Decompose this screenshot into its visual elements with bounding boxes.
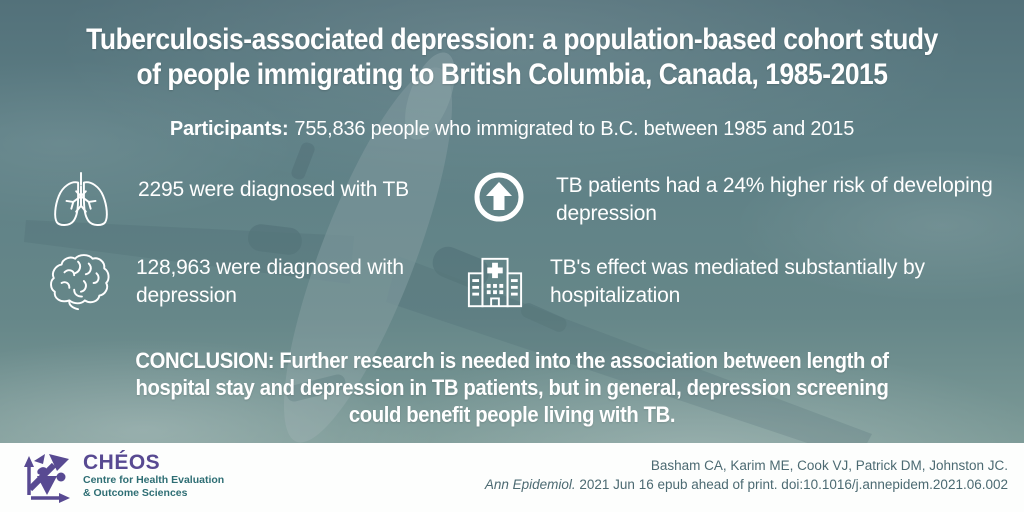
footer-bar: CHÉOS Centre for Health Evaluation & Out… xyxy=(0,443,1024,512)
conclusion-text: CONCLUSION: Further research is needed i… xyxy=(41,347,983,428)
participants-text: 755,836 people who immigrated to B.C. be… xyxy=(294,118,855,140)
cheos-logo: CHÉOS Centre for Health Evaluation & Out… xyxy=(22,449,224,510)
conclusion-line2: hospital stay and depression in TB patie… xyxy=(135,375,889,400)
citation: Basham CA, Karim ME, Cook VJ, Patrick DM… xyxy=(485,456,1008,494)
participants-line: Participants: 755,836 people who immigrat… xyxy=(0,118,1024,141)
lungs-icon xyxy=(52,170,110,235)
citation-journal: Ann Epidemiol. xyxy=(484,477,576,492)
fact-tb-diagnosed: 2295 were diagnosed with TB xyxy=(52,170,488,235)
cheos-logo-name: CHÉOS xyxy=(83,451,161,474)
participants-label: Participants: xyxy=(169,118,289,140)
brain-icon xyxy=(48,252,112,317)
citation-authors: Basham CA, Karim ME, Cook VJ, Patrick DM… xyxy=(650,458,1008,473)
cheos-logo-mark-icon xyxy=(22,449,74,510)
cheos-logo-subtitle-line2: & Outcome Sciences xyxy=(83,487,188,499)
conclusion-line1: CONCLUSION: Further research is needed i… xyxy=(135,348,889,373)
arrow-up-circle-icon xyxy=(472,170,526,229)
fact-text: TB's effect was mediated substantially b… xyxy=(550,256,925,307)
page-title-line2: of people immigrating to British Columbi… xyxy=(136,58,888,91)
page-title-line1: Tuberculosis-associated depression: a po… xyxy=(86,23,938,56)
citation-details: 2021 Jun 16 epub ahead of print. doi:10.… xyxy=(575,477,1008,492)
conclusion-line3: could benefit people living with TB. xyxy=(348,402,676,427)
fact-text: 2295 were diagnosed with TB xyxy=(138,178,409,201)
cheos-logo-text: CHÉOS Centre for Health Evaluation & Out… xyxy=(83,452,224,500)
citation-reference: Ann Epidemiol. 2021 Jun 16 epub ahead of… xyxy=(485,475,1008,494)
fact-higher-risk: TB patients had a 24% higher risk of dev… xyxy=(472,170,996,229)
page-title: Tuberculosis-associated depression: a po… xyxy=(61,22,962,92)
cheos-logo-subtitle-line1: Centre for Health Evaluation xyxy=(83,474,225,486)
fact-text: 128,963 were diagnosed with depression xyxy=(136,256,404,307)
fact-text: TB patients had a 24% higher risk of dev… xyxy=(556,174,993,225)
fact-depression-diagnosed: 128,963 were diagnosed with depression xyxy=(48,252,496,317)
fact-hospitalization: TB's effect was mediated substantially b… xyxy=(466,254,1000,317)
hospital-icon xyxy=(466,254,524,317)
